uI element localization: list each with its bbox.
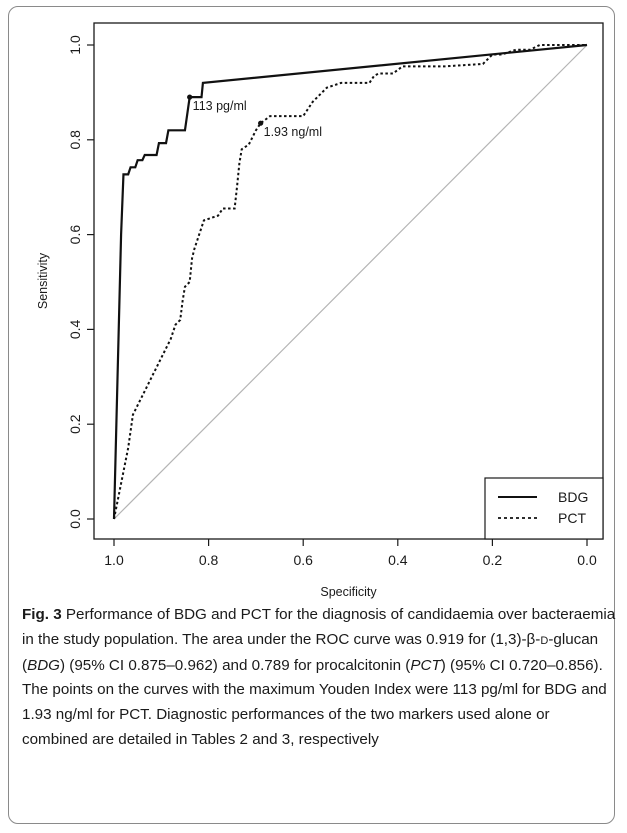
y-tick-label: 0.6 bbox=[67, 225, 83, 245]
y-tick-label: 0.4 bbox=[67, 319, 83, 339]
annotation-point bbox=[258, 120, 264, 126]
legend-label-bdg: BDG bbox=[558, 489, 588, 505]
x-tick-label: 0.2 bbox=[483, 552, 503, 568]
legend-label-pct: PCT bbox=[558, 510, 586, 526]
caption-text: Performance of BDG and PCT for the diagn… bbox=[22, 606, 616, 648]
caption-text: ) (95% CI 0.875–0.962) and 0.789 for pro… bbox=[59, 656, 411, 674]
annotation-label: 113 pg/ml bbox=[193, 99, 247, 113]
figure-label: Fig. 3 bbox=[22, 606, 62, 623]
x-axis-label: Specificity bbox=[320, 585, 377, 599]
annotation-label: 1.93 ng/ml bbox=[264, 125, 322, 139]
x-tick-label: 0.0 bbox=[577, 552, 597, 568]
series-line-pct bbox=[113, 44, 587, 520]
reference-line bbox=[113, 44, 588, 520]
legend-box bbox=[484, 477, 604, 540]
series-line-bdg bbox=[112, 43, 588, 520]
caption-text: ) (95% CI 0.720–0.856). The points on th… bbox=[22, 656, 607, 748]
y-tick-label: 0.2 bbox=[67, 414, 83, 434]
caption-text: -glucan ( bbox=[22, 630, 599, 674]
annotation-point bbox=[187, 94, 193, 100]
y-tick-label: 0.8 bbox=[67, 130, 83, 150]
x-tick-label: 1.0 bbox=[104, 552, 124, 568]
plot-border bbox=[93, 22, 604, 540]
reference-diagonal bbox=[113, 44, 588, 520]
legend: BDG PCT bbox=[484, 477, 604, 540]
caption-text: BDG bbox=[27, 656, 60, 674]
x-tick-label: 0.8 bbox=[199, 552, 219, 568]
caption-text: PCT bbox=[410, 656, 441, 674]
y-axis-label: Sensitivity bbox=[36, 252, 50, 309]
annotation-layer: 113 pg/ml 1.93 ng/ml bbox=[187, 94, 322, 139]
roc-chart: 1.0 0.8 0.6 0.4 0.2 0.0 0.0 0.2 0.4 0.6 0.8 1.0 Spec… bbox=[36, 22, 604, 599]
x-tick-label: 0.4 bbox=[388, 552, 408, 568]
y-tick-label: 1.0 bbox=[67, 35, 83, 55]
x-tick-label: 0.6 bbox=[293, 552, 313, 568]
y-tick-label: 0.0 bbox=[67, 509, 83, 529]
axes-layer: 1.0 0.8 0.6 0.4 0.2 0.0 0.0 0.2 0.4 0.6 0.8 1.0 Spec… bbox=[36, 22, 604, 599]
figure-caption: Fig. 3 Performance of BDG and PCT for th… bbox=[22, 603, 617, 753]
figure-frame bbox=[8, 6, 615, 824]
caption-text: D bbox=[540, 634, 549, 647]
series-layer bbox=[112, 43, 588, 520]
